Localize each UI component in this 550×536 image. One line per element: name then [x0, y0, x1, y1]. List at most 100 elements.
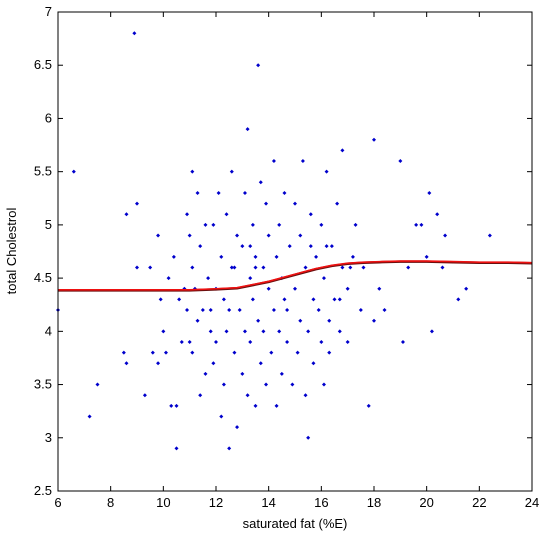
scatter-point	[163, 350, 168, 355]
scatter-point	[261, 329, 266, 334]
x-tick-label: 6	[54, 495, 61, 510]
scatter-point	[166, 276, 171, 281]
scatter-point	[169, 403, 174, 408]
scatter-point	[198, 244, 203, 249]
scatter-point	[148, 265, 153, 270]
scatter-point	[242, 190, 247, 195]
scatter-point	[269, 350, 274, 355]
scatter-point	[258, 361, 263, 366]
y-tick-label: 5.5	[34, 164, 52, 179]
y-tick-label: 2.5	[34, 483, 52, 498]
scatter-point	[253, 403, 258, 408]
scatter-point	[340, 265, 345, 270]
scatter-point	[327, 350, 332, 355]
plot-area-background	[58, 12, 532, 491]
scatter-point	[256, 63, 261, 68]
scatter-point	[190, 350, 195, 355]
scatter-point	[179, 339, 184, 344]
scatter-point	[358, 308, 363, 313]
scatter-point	[219, 254, 224, 259]
scatter-point	[311, 361, 316, 366]
scatter-point	[216, 190, 221, 195]
scatter-point	[177, 297, 182, 302]
x-tick-label: 18	[367, 495, 381, 510]
scatter-point	[382, 308, 387, 313]
scatter-point	[221, 297, 226, 302]
scatter-point	[95, 382, 100, 387]
scatter-point	[245, 127, 250, 132]
scatter-point	[319, 339, 324, 344]
scatter-point	[221, 382, 226, 387]
scatter-point	[424, 254, 429, 259]
scatter-point	[242, 329, 247, 334]
scatter-point	[219, 414, 224, 419]
scatter-point	[174, 446, 179, 451]
scatter-point	[277, 222, 282, 227]
scatter-point	[321, 276, 326, 281]
x-axis-ticks: 6 8 10 12 14 16 18 20 22 24	[54, 12, 539, 510]
scatter-point	[211, 361, 216, 366]
scatter-point	[195, 190, 200, 195]
scatter-point	[324, 244, 329, 249]
scatter-point	[282, 297, 287, 302]
scatter-point	[206, 276, 211, 281]
scatter-point	[300, 159, 305, 164]
scatter-point	[261, 265, 266, 270]
fit-curve	[58, 260, 533, 292]
scatter-point	[372, 137, 376, 142]
y-tick-label: 3.5	[34, 377, 52, 392]
scatter-point	[311, 297, 316, 302]
scatter-point	[71, 169, 76, 174]
scatter-point	[87, 414, 92, 419]
scatter-point	[316, 308, 321, 313]
scatter-point	[308, 212, 313, 217]
scatter-point	[200, 308, 205, 313]
y-tick-label: 3	[45, 430, 52, 445]
scatter-point	[229, 169, 234, 174]
scatter-point	[274, 403, 279, 408]
scatter-point	[171, 254, 176, 259]
scatter-point	[361, 265, 366, 270]
scatter-point	[285, 339, 290, 344]
scatter-point	[298, 233, 303, 238]
scatter-point	[340, 148, 345, 153]
scatter-point	[250, 222, 255, 227]
scatter-point	[350, 254, 355, 259]
scatter-point	[308, 244, 313, 249]
scatter-point	[174, 403, 179, 408]
scatter-point	[224, 212, 229, 217]
scatter-point	[248, 339, 253, 344]
scatter-point	[271, 159, 276, 164]
scatter-point	[135, 265, 139, 270]
y-tick-label: 4	[45, 323, 52, 338]
scatter-point	[321, 382, 326, 387]
scatter-point	[235, 425, 240, 430]
scatter-point	[456, 297, 461, 302]
scatter-point	[245, 393, 250, 398]
scatter-point	[258, 180, 263, 185]
scatter-point	[124, 361, 129, 366]
scatter-point	[293, 201, 297, 206]
scatter-point	[132, 31, 137, 36]
scatter-point	[398, 159, 403, 164]
scatter-point	[277, 329, 282, 334]
scatter-point	[121, 350, 126, 355]
scatter-point	[135, 201, 139, 206]
scatter-point	[266, 286, 271, 291]
scatter-point	[329, 244, 334, 249]
scatter-point	[227, 446, 232, 451]
scatter-point	[264, 382, 269, 387]
scatter-point	[208, 308, 213, 313]
scatter-point	[440, 265, 445, 270]
scatter-point	[348, 265, 353, 270]
x-tick-label: 24	[525, 495, 539, 510]
x-tick-label: 22	[472, 495, 486, 510]
x-tick-label: 20	[419, 495, 433, 510]
scatter-point	[337, 329, 342, 334]
x-tick-label: 16	[314, 495, 328, 510]
x-tick-label: 12	[209, 495, 223, 510]
scatter-point	[187, 233, 192, 238]
scatter-point	[253, 265, 258, 270]
scatter-point	[293, 286, 297, 291]
